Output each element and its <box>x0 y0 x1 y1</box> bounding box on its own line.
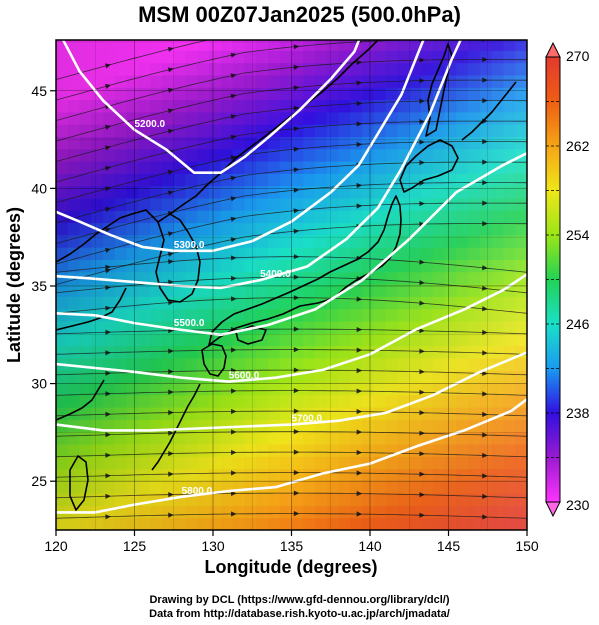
y-tick-label: 30 <box>31 376 47 392</box>
wind-arrow <box>419 17 425 22</box>
y-tick-label: 40 <box>31 180 47 196</box>
colorbar-tick-label: 270 <box>566 48 590 64</box>
colorbar: 230 238 246 254 262 270 <box>546 43 590 516</box>
colorbar-max-arrow <box>546 43 560 57</box>
x-tick-label: 130 <box>201 538 225 554</box>
wind-arrow <box>357 19 363 24</box>
colorbar-tick-label: 246 <box>566 316 590 332</box>
x-axis: 120 125 130 135 140 145 150 <box>44 530 539 554</box>
contour-label: 5500.0 <box>174 318 205 329</box>
colorbar-tick-label: 238 <box>566 405 590 421</box>
x-tick-label: 125 <box>123 538 147 554</box>
credit-drawing: Drawing by DCL (https://www.gfd-dennou.o… <box>0 594 599 606</box>
y-axis: 25 30 35 40 45 <box>31 83 56 489</box>
contour-label: 5300.0 <box>174 240 205 251</box>
x-tick-label: 145 <box>437 538 461 554</box>
x-tick-label: 140 <box>358 538 382 554</box>
x-tick-label: 120 <box>44 538 68 554</box>
x-axis-label: Longitude (degrees) <box>204 557 377 577</box>
contour-label: 5700.0 <box>292 414 323 425</box>
x-tick-label: 150 <box>515 538 539 554</box>
contour-label: 5800.0 <box>182 486 213 497</box>
colorbar-tick-label: 262 <box>566 138 590 154</box>
x-tick-label: 135 <box>280 538 304 554</box>
colorbar-min-arrow <box>546 502 560 516</box>
wind-arrow <box>294 24 300 29</box>
credit-data: Data from http://database.rish.kyoto-u.a… <box>0 608 599 620</box>
contour-label: 5600.0 <box>229 371 260 382</box>
wind-arrow <box>482 16 488 21</box>
contour-label: 5400.0 <box>260 269 291 280</box>
y-tick-label: 25 <box>31 473 47 489</box>
colorbar-tick-label: 230 <box>566 497 590 513</box>
colorbar-tick-label: 254 <box>566 227 590 243</box>
y-tick-label: 35 <box>31 278 47 294</box>
contour-label: 5200.0 <box>135 119 166 130</box>
wind-arrow <box>231 32 237 37</box>
y-tick-label: 45 <box>31 83 47 99</box>
y-axis-label: Latitude (degrees) <box>4 207 24 363</box>
